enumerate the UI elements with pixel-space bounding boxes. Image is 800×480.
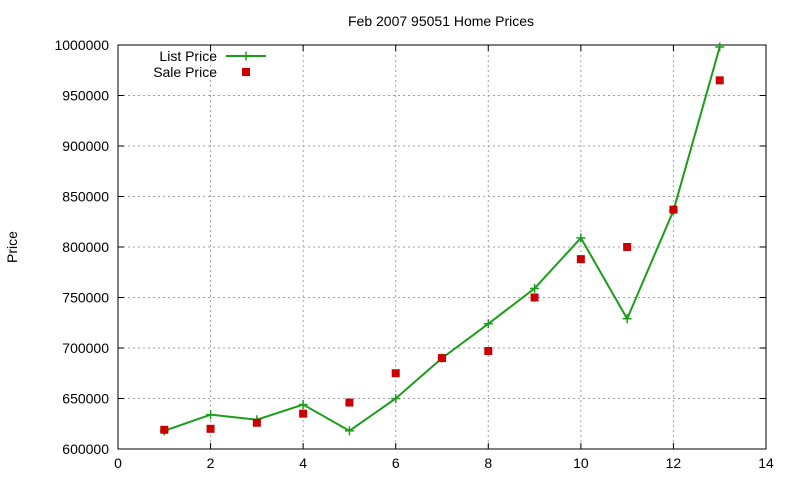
list-price-point — [576, 233, 586, 243]
x-tick-label: 0 — [114, 455, 122, 471]
sale-price-point — [484, 347, 493, 356]
y-tick-label: 950000 — [62, 88, 109, 104]
list-price-point — [206, 410, 216, 420]
y-tick-label: 900000 — [62, 138, 109, 154]
y-tick-label: 650000 — [62, 391, 109, 407]
y-tick-label: 850000 — [62, 189, 109, 205]
x-axis-ticks: 0 2 4 6 8 10 12 14 — [114, 45, 774, 471]
grid — [118, 45, 766, 449]
list-price-point — [715, 42, 725, 52]
sale-price-point — [530, 293, 539, 302]
sale-price-point — [206, 424, 215, 433]
legend-square-marker — [242, 68, 250, 76]
sale-price-point — [669, 205, 678, 214]
y-tick-label: 750000 — [62, 290, 109, 306]
sale-price-point — [299, 409, 308, 418]
x-tick-label: 4 — [299, 455, 307, 471]
y-axis-ticks: 600000 650000 700000 750000 800000 850000 9000… — [54, 37, 766, 457]
sale-price-point — [576, 255, 585, 264]
x-tick-label: 14 — [758, 455, 774, 471]
x-tick-label: 10 — [573, 455, 589, 471]
legend-plus-marker — [241, 51, 251, 61]
sale-price-point — [160, 425, 169, 434]
list-price-point — [391, 394, 401, 403]
x-tick-label: 2 — [207, 455, 215, 471]
legend-label: List Price — [159, 48, 217, 64]
list-price-point — [530, 283, 540, 293]
list-price-point — [344, 426, 354, 436]
x-tick-label: 6 — [392, 455, 400, 471]
list-price-point — [298, 400, 308, 410]
y-tick-label: 700000 — [62, 340, 109, 356]
sale-price-point — [438, 354, 446, 363]
y-tick-label: 800000 — [62, 239, 109, 255]
list-price-point — [622, 314, 632, 324]
y-tick-label: 1000000 — [54, 37, 109, 53]
legend-label: Sale Price — [153, 64, 217, 80]
chart-title: Feb 2007 95051 Home Prices — [348, 13, 534, 29]
sale-price-point — [715, 76, 724, 85]
plot-area — [159, 42, 725, 436]
sale-price-point — [345, 398, 354, 407]
x-tick-label: 12 — [666, 455, 682, 471]
list-price-line — [163, 46, 721, 433]
sale-price-point — [623, 243, 632, 251]
sale-price-point — [391, 369, 400, 378]
sale-price-point — [252, 418, 261, 427]
x-tick-label: 8 — [484, 455, 492, 471]
list-price-point — [483, 319, 493, 329]
y-axis-label: Price — [4, 231, 20, 263]
y-tick-label: 600000 — [62, 441, 109, 457]
